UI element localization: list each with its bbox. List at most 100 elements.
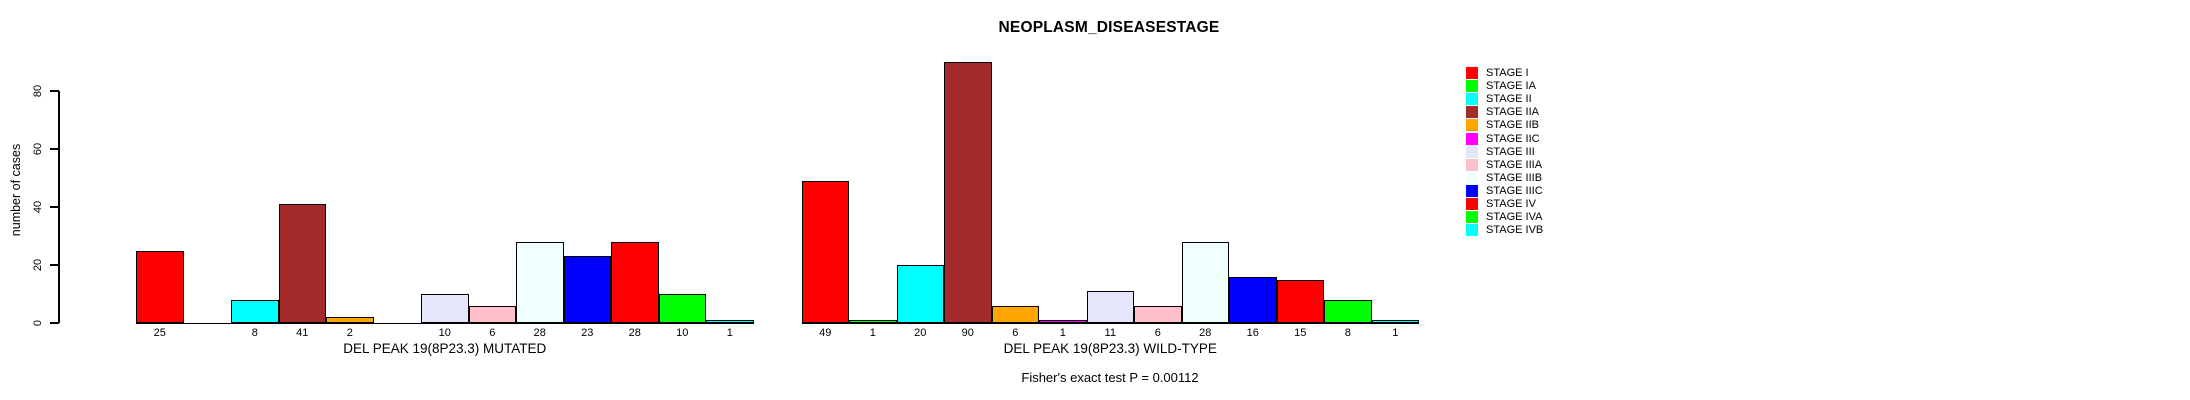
bar [1229, 276, 1277, 323]
legend-label: STAGE IA [1486, 80, 1536, 93]
y-axis-title: number of cases [9, 143, 23, 237]
bar-value-label: 41 [296, 327, 309, 339]
bar [1324, 299, 1372, 323]
bar-value-label: 1 [1059, 327, 1066, 339]
legend-label: STAGE IIC [1486, 132, 1540, 145]
legend-swatch [1466, 145, 1478, 158]
legend-swatch [1466, 224, 1478, 237]
fisher-test-annotation: Fisher's exact test P = 0.00112 [1021, 370, 1199, 385]
bar-value-label: 1 [869, 327, 876, 339]
legend-swatch [1466, 119, 1478, 132]
legend-label: STAGE IIB [1486, 119, 1539, 132]
bar-value-label: 25 [153, 327, 166, 339]
bar-value-label: 20 [914, 327, 927, 339]
bar-value-label: 2 [346, 327, 353, 339]
bar-value-label: 6 [1154, 327, 1161, 339]
legend-label: STAGE IV [1486, 198, 1536, 210]
legend-item: STAGE IIIC [1466, 184, 1543, 197]
legend-item: STAGE IA [1466, 80, 1536, 93]
y-tick-label: 60 [32, 142, 44, 156]
bar-value-label: 1 [1392, 327, 1399, 339]
legend-swatch [1466, 198, 1478, 210]
y-tick [50, 206, 59, 208]
bar-value-label: 28 [1199, 327, 1212, 339]
bar [468, 305, 516, 323]
bar-value-label: 6 [1012, 327, 1019, 339]
legend-label: STAGE III [1486, 145, 1535, 158]
bar [1371, 320, 1419, 323]
bar [136, 250, 184, 323]
legend-swatch [1466, 67, 1478, 79]
bar-value-label: 1 [726, 327, 733, 339]
bar [421, 294, 469, 323]
chart-title: NEOPLASM_DISEASESTAGE [998, 19, 1220, 36]
group-label-mutated: DEL PEAK 19(8P23.3) MUTATED [343, 341, 547, 356]
bar [658, 294, 706, 323]
bar [801, 180, 849, 323]
legend-item: STAGE IIA [1466, 106, 1539, 119]
bar-value-label: 90 [961, 327, 974, 339]
bar [991, 305, 1039, 323]
bar [1276, 279, 1324, 323]
legend-label: STAGE IVB [1486, 224, 1544, 237]
legend-item: STAGE IIC [1466, 132, 1540, 145]
legend-label: STAGE IIA [1486, 106, 1539, 119]
legend-swatch [1466, 158, 1478, 171]
bar-value-label: 16 [1246, 327, 1259, 339]
bar [706, 320, 754, 323]
bar [944, 62, 992, 323]
legend-item: STAGE II [1466, 93, 1532, 106]
legend-label: STAGE IVA [1486, 211, 1543, 224]
legend-swatch [1466, 171, 1478, 184]
legend-item: STAGE IV [1466, 198, 1536, 210]
legend-swatch [1466, 93, 1478, 106]
y-tick [50, 90, 59, 92]
bar-value-label: 10 [438, 327, 451, 339]
bar-value-label: 28 [628, 327, 641, 339]
bar [563, 256, 611, 323]
legend-swatch [1466, 80, 1478, 93]
x-axis-baseline [801, 322, 1419, 324]
legend-swatch [1466, 211, 1478, 224]
legend-label: STAGE IIIC [1486, 184, 1543, 197]
bar-value-label: 6 [489, 327, 496, 339]
legend-swatch [1466, 106, 1478, 119]
x-axis-baseline [136, 322, 754, 324]
bar [896, 265, 944, 323]
legend-item: STAGE III [1466, 145, 1535, 158]
bar [1134, 305, 1182, 323]
bar-group-wildtype: DEL PEAK 19(8P23.3) WILD-TYPE 49 1 20 90 6 1 1… [801, 0, 1419, 356]
legend-label: STAGE IIIB [1486, 171, 1543, 184]
legend-label: STAGE I [1486, 67, 1529, 79]
y-tick-label: 20 [32, 258, 44, 272]
bar-group-mutated: DEL PEAK 19(8P23.3) MUTATED 25 8 41 2 10 6 28 2… [136, 0, 754, 356]
bar [278, 204, 326, 323]
legend-swatch [1466, 132, 1478, 145]
bar-value-label: 8 [1344, 327, 1351, 339]
y-tick-label: 80 [32, 84, 44, 98]
y-tick [50, 148, 59, 150]
legend-item: STAGE I [1466, 67, 1529, 79]
legend-item: STAGE IVB [1466, 224, 1544, 237]
bar-value-label: 10 [676, 327, 689, 339]
bar-value-label: 23 [581, 327, 594, 339]
legend-item: STAGE IIIB [1466, 171, 1543, 184]
bar-value-label: 11 [1104, 327, 1116, 339]
bar [849, 320, 897, 323]
bar-value-label: 28 [533, 327, 546, 339]
bar [1181, 241, 1229, 323]
bar-value-label: 8 [251, 327, 258, 339]
group-label-wildtype: DEL PEAK 19(8P23.3) WILD-TYPE [1003, 341, 1217, 356]
y-tick [50, 264, 59, 266]
bar-value-label: 49 [819, 327, 832, 339]
y-tick [50, 322, 59, 324]
legend-label: STAGE IIIA [1486, 158, 1543, 171]
bar [326, 317, 374, 323]
legend-item: STAGE IIB [1466, 119, 1539, 132]
legend-label: STAGE II [1486, 93, 1532, 106]
bar [611, 241, 659, 323]
legend-swatch [1466, 184, 1478, 197]
legend-item: STAGE IIIA [1466, 158, 1543, 171]
y-tick-label: 0 [32, 319, 44, 327]
